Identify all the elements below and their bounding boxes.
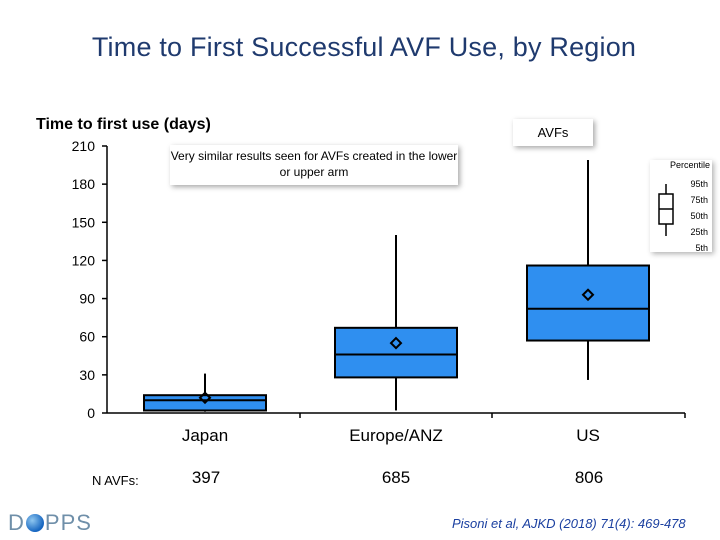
logo-text-left: D [8, 510, 25, 535]
annotation-note: Very similar results seen for AVFs creat… [170, 145, 458, 185]
y-tick-label: 30 [79, 367, 95, 383]
legend-item-75th: 75th [690, 195, 708, 205]
n-value-us: 806 [574, 468, 604, 487]
box-us [526, 264, 650, 342]
logo-text-right: PPS [44, 510, 92, 535]
y-axis-title: Time to first use (days) [36, 116, 211, 133]
y-tick-label: 120 [72, 252, 96, 268]
n-avfs-label: N AVFs: [92, 473, 139, 488]
n-value-europe: 685 [381, 468, 411, 487]
legend-box-glyph [658, 184, 674, 236]
legend-item-25th: 25th [690, 227, 708, 237]
y-tick-label: 90 [79, 291, 95, 307]
chart-title: Time to First Successful AVF Use, by Reg… [91, 32, 637, 62]
dopps-logo: D PPS [8, 510, 92, 536]
legend-item-95th: 95th [690, 179, 708, 189]
n-value-japan: 397 [191, 468, 221, 487]
mean-marker-us [581, 288, 595, 302]
y-tick-label: 0 [87, 405, 95, 421]
y-tick-label: 60 [79, 329, 95, 345]
mean-marker-japan [198, 391, 212, 405]
y-tick-label: 210 [72, 138, 96, 154]
legend-item-5th: 5th [695, 243, 708, 253]
y-tick-label: 150 [72, 214, 96, 230]
legend-item-50th: 50th [690, 211, 708, 221]
legend-title: Percentile [669, 160, 710, 170]
y-tick-label: 180 [72, 176, 96, 192]
citation: Pisoni et al, AJKD (2018) 71(4): 469-478 [452, 516, 686, 531]
x-tick-label-us: US [576, 426, 600, 445]
mean-marker-europe-anz [389, 336, 403, 350]
x-tick-label-europe-anz: Europe/ANZ [349, 426, 443, 445]
percentile-legend: Percentile 95th 75th 50th 25th 5th [650, 160, 712, 253]
x-tick-label-japan: Japan [182, 426, 228, 445]
globe-icon [25, 514, 44, 532]
box-europe-anz [334, 326, 458, 379]
series-label-box: AVFs [513, 119, 593, 146]
